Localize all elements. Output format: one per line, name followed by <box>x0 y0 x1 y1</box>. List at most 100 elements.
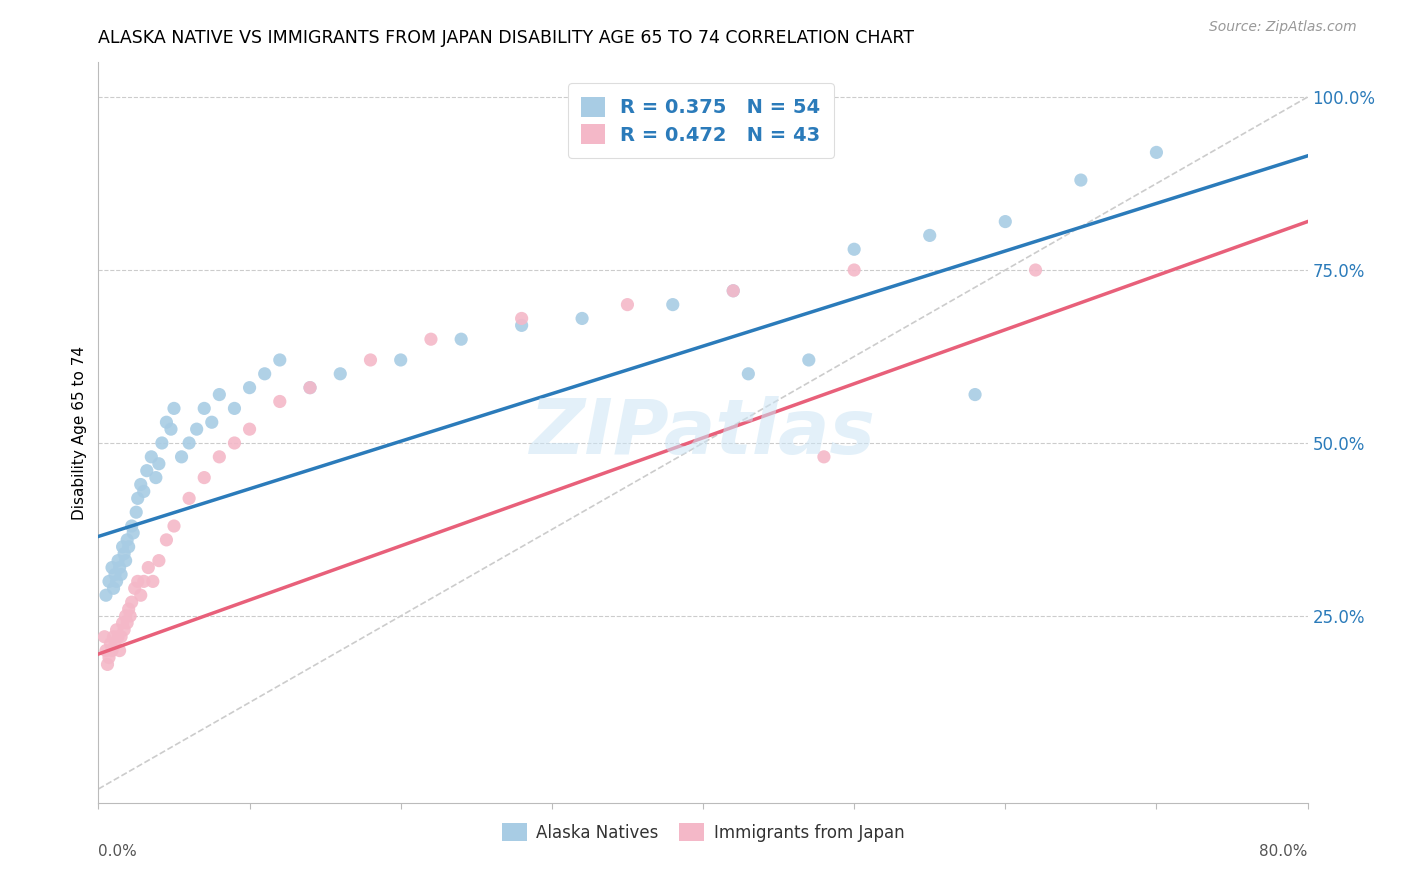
Point <box>127 574 149 589</box>
Point <box>253 367 276 381</box>
Point <box>124 582 146 596</box>
Point <box>107 630 129 644</box>
Point <box>224 401 246 416</box>
Point <box>104 567 127 582</box>
Point <box>661 297 683 311</box>
Point <box>122 525 145 540</box>
Point <box>918 228 941 243</box>
Point <box>129 588 152 602</box>
Point <box>1070 173 1092 187</box>
Point <box>208 387 231 401</box>
Point <box>186 422 208 436</box>
Point <box>112 623 135 637</box>
Point <box>299 381 322 395</box>
Point <box>510 318 533 333</box>
Point <box>105 623 128 637</box>
Point <box>101 643 124 657</box>
Point <box>179 491 201 506</box>
Point <box>616 297 638 311</box>
Point <box>160 422 183 436</box>
Point <box>813 450 835 464</box>
Point <box>93 630 115 644</box>
Point <box>112 547 135 561</box>
Point <box>1024 263 1046 277</box>
Point <box>239 422 262 436</box>
Point <box>94 588 117 602</box>
Point <box>120 609 142 624</box>
Point <box>121 595 143 609</box>
Point <box>193 401 215 416</box>
Point <box>179 436 201 450</box>
Point <box>163 519 186 533</box>
Point <box>108 560 131 574</box>
Point <box>127 491 149 506</box>
Point <box>965 387 987 401</box>
Text: ALASKA NATIVE VS IMMIGRANTS FROM JAPAN DISABILITY AGE 65 TO 74 CORRELATION CHART: ALASKA NATIVE VS IMMIGRANTS FROM JAPAN D… <box>98 29 914 47</box>
Point <box>163 401 186 416</box>
Point <box>94 643 117 657</box>
Point <box>224 436 246 450</box>
Point <box>110 630 132 644</box>
Point <box>111 540 134 554</box>
Point <box>510 311 533 326</box>
Point <box>201 415 224 429</box>
Point <box>155 415 177 429</box>
Point <box>132 484 155 499</box>
Y-axis label: Disability Age 65 to 74: Disability Age 65 to 74 <box>72 345 87 520</box>
Point <box>121 519 143 533</box>
Point <box>142 574 165 589</box>
Point <box>132 574 155 589</box>
Text: ZIPatlas: ZIPatlas <box>530 396 876 469</box>
Point <box>239 381 262 395</box>
Point <box>360 353 382 368</box>
Point <box>98 574 121 589</box>
Point <box>129 477 152 491</box>
Point <box>100 637 122 651</box>
Point <box>148 457 170 471</box>
Point <box>269 394 291 409</box>
Point <box>1144 145 1167 160</box>
Point <box>110 567 132 582</box>
Point <box>723 284 745 298</box>
Point <box>105 574 128 589</box>
Point <box>737 367 759 381</box>
Text: 80.0%: 80.0% <box>1260 844 1308 858</box>
Point <box>114 554 136 568</box>
Point <box>125 505 148 519</box>
Text: Source: ZipAtlas.com: Source: ZipAtlas.com <box>1209 20 1357 34</box>
Point <box>108 643 131 657</box>
Point <box>103 630 125 644</box>
Point <box>571 311 593 326</box>
Point <box>193 470 215 484</box>
Point <box>723 284 745 298</box>
Point <box>96 657 118 672</box>
Point <box>145 470 167 484</box>
Legend: Alaska Natives, Immigrants from Japan: Alaska Natives, Immigrants from Japan <box>494 815 912 850</box>
Point <box>299 381 322 395</box>
Point <box>104 637 127 651</box>
Point <box>118 602 141 616</box>
Point <box>420 332 443 346</box>
Point <box>148 554 170 568</box>
Point <box>994 214 1017 228</box>
Point <box>150 436 173 450</box>
Point <box>170 450 193 464</box>
Point <box>844 263 866 277</box>
Text: 0.0%: 0.0% <box>98 844 138 858</box>
Point <box>118 540 141 554</box>
Point <box>98 650 121 665</box>
Point <box>208 450 231 464</box>
Point <box>844 242 866 256</box>
Point <box>114 609 136 624</box>
Point <box>141 450 163 464</box>
Point <box>136 560 159 574</box>
Point <box>115 533 138 547</box>
Point <box>103 582 125 596</box>
Point <box>135 464 157 478</box>
Point <box>107 554 129 568</box>
Point <box>269 353 291 368</box>
Point <box>101 560 124 574</box>
Point <box>450 332 472 346</box>
Point <box>115 615 138 630</box>
Point <box>797 353 820 368</box>
